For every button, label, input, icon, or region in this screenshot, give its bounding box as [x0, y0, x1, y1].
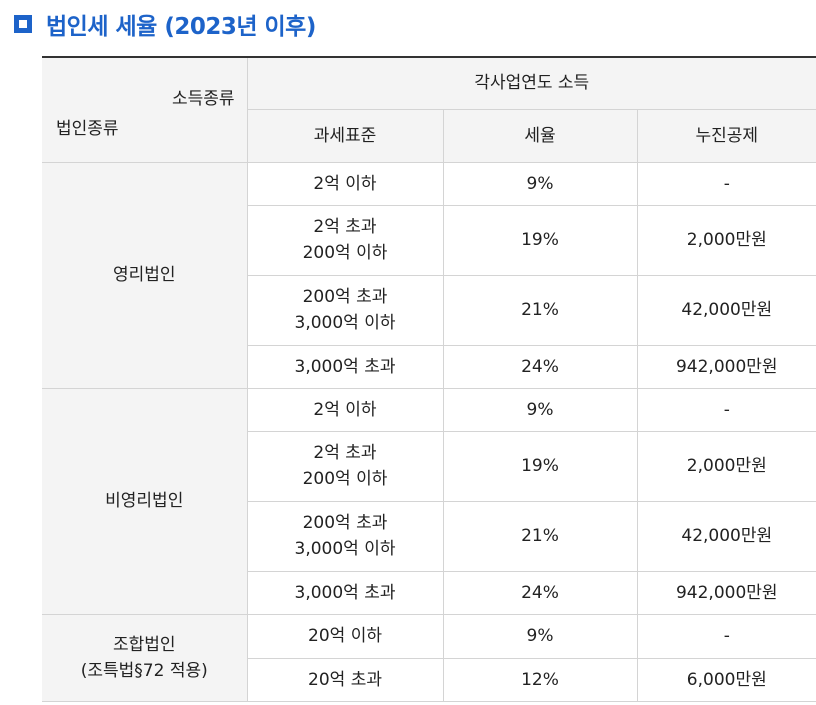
deduction-cell: 6,000만원 [636, 657, 816, 702]
corp-type-name: 조합법인 [112, 634, 176, 655]
tax-base-line: 200억 초과 [302, 287, 388, 307]
table-row: 2억 초과 200억 이하 19% 2,000만원 [42, 204, 816, 276]
tax-base-cell: 3,000억 초과 [246, 570, 443, 615]
tax-base-line: 3,000억 초과 [294, 356, 396, 377]
table-row: 2억 초과 200억 이하 19% 2,000만원 [42, 430, 816, 502]
deduction-cell: - [636, 387, 816, 432]
tax-base-cell: 2억 이하 [246, 387, 443, 432]
header-corner-income-type: 소득종류 [171, 89, 235, 109]
rate-cell: 9% [442, 387, 637, 432]
tax-base-line: 3,000억 이하 [294, 313, 396, 333]
deduction-cell: 942,000만원 [636, 344, 816, 389]
tax-base-cell: 200억 초과 3,000억 이하 [246, 500, 443, 572]
square-bullet-icon [14, 15, 32, 33]
deduction-cell: - [636, 161, 816, 206]
tax-base-line: 200억 이하 [302, 469, 388, 489]
table-row: 조합법인 (조특법§72 적용) 20억 이하 9% - [42, 613, 816, 702]
tax-base-cell: 200억 초과 3,000억 이하 [246, 274, 443, 346]
corp-type-cell: 영리법인 [42, 161, 247, 389]
rate-cell: 21% [442, 500, 637, 572]
tax-base-cell: 20억 초과 [246, 657, 443, 702]
tax-base-line: 20억 이하 [308, 626, 382, 646]
page-title-row: 법인세 세율 (2023년 이후) [14, 4, 316, 44]
table-row: 200억 초과 3,000억 이하 21% 42,000만원 [42, 500, 816, 572]
header-corner-corp-type: 법인종류 [56, 119, 119, 139]
rate-cell: 19% [442, 204, 637, 276]
table-row: 200억 초과 3,000억 이하 21% 42,000만원 [42, 274, 816, 346]
table-row: 비영리법인 2억 이하 9% - [42, 387, 816, 615]
rate-cell: 12% [442, 657, 637, 702]
corp-type-cell: 조합법인 (조특법§72 적용) [42, 613, 247, 702]
page-title: 법인세 세율 (2023년 이후) [46, 14, 316, 40]
deduction-cell: 42,000만원 [636, 500, 816, 572]
rate-cell: 24% [442, 344, 637, 389]
table-row: 20억 초과 12% 6,000만원 [42, 657, 816, 702]
table-row: 영리법인 2억 이하 9% - [42, 161, 816, 389]
rate-cell: 9% [442, 161, 637, 206]
tax-base-cell: 2억 초과 200억 이하 [246, 204, 443, 276]
corp-type-subname: (조특법§72 적용) [80, 660, 208, 681]
tax-base-line: 2억 이하 [313, 399, 377, 420]
tax-base-cell: 3,000억 초과 [246, 344, 443, 389]
corp-type-cell: 비영리법인 [42, 387, 247, 615]
deduction-cell: 942,000만원 [636, 570, 816, 615]
tax-base-cell: 2억 초과 200억 이하 [246, 430, 443, 502]
tax-base-line: 2억 초과 [313, 443, 377, 463]
rate-cell: 9% [442, 613, 637, 659]
table-row: 3,000억 초과 24% 942,000만원 [42, 570, 816, 615]
deduction-cell: 42,000만원 [636, 274, 816, 346]
column-header-rate: 세율 [442, 108, 637, 163]
tax-base-line: 2억 초과 [313, 217, 377, 237]
header-income-group: 각사업연도 소득 [246, 56, 816, 110]
header-corner: 소득종류 법인종류 [42, 56, 247, 163]
tax-base-cell: 20억 이하 [246, 613, 443, 659]
column-header-deduction: 누진공제 [636, 108, 816, 163]
tax-base-line: 3,000억 이하 [294, 539, 396, 559]
tax-base-line: 2억 이하 [313, 173, 377, 194]
tax-base-line: 200억 초과 [302, 513, 388, 533]
deduction-cell: - [636, 613, 816, 659]
corporate-tax-rate-table: 소득종류 법인종류 각사업연도 소득 과세표준 세율 누진공제 영리법인 2억 … [42, 56, 816, 702]
deduction-cell: 2,000만원 [636, 204, 816, 276]
column-header-tax-base: 과세표준 [246, 108, 443, 163]
tax-base-line: 3,000억 초과 [294, 582, 396, 603]
rate-cell: 24% [442, 570, 637, 615]
rate-cell: 21% [442, 274, 637, 346]
tax-base-cell: 2억 이하 [246, 161, 443, 206]
tax-base-line: 20억 초과 [308, 669, 382, 690]
tax-base-line: 200억 이하 [302, 243, 388, 263]
rate-cell: 19% [442, 430, 637, 502]
deduction-cell: 2,000만원 [636, 430, 816, 502]
